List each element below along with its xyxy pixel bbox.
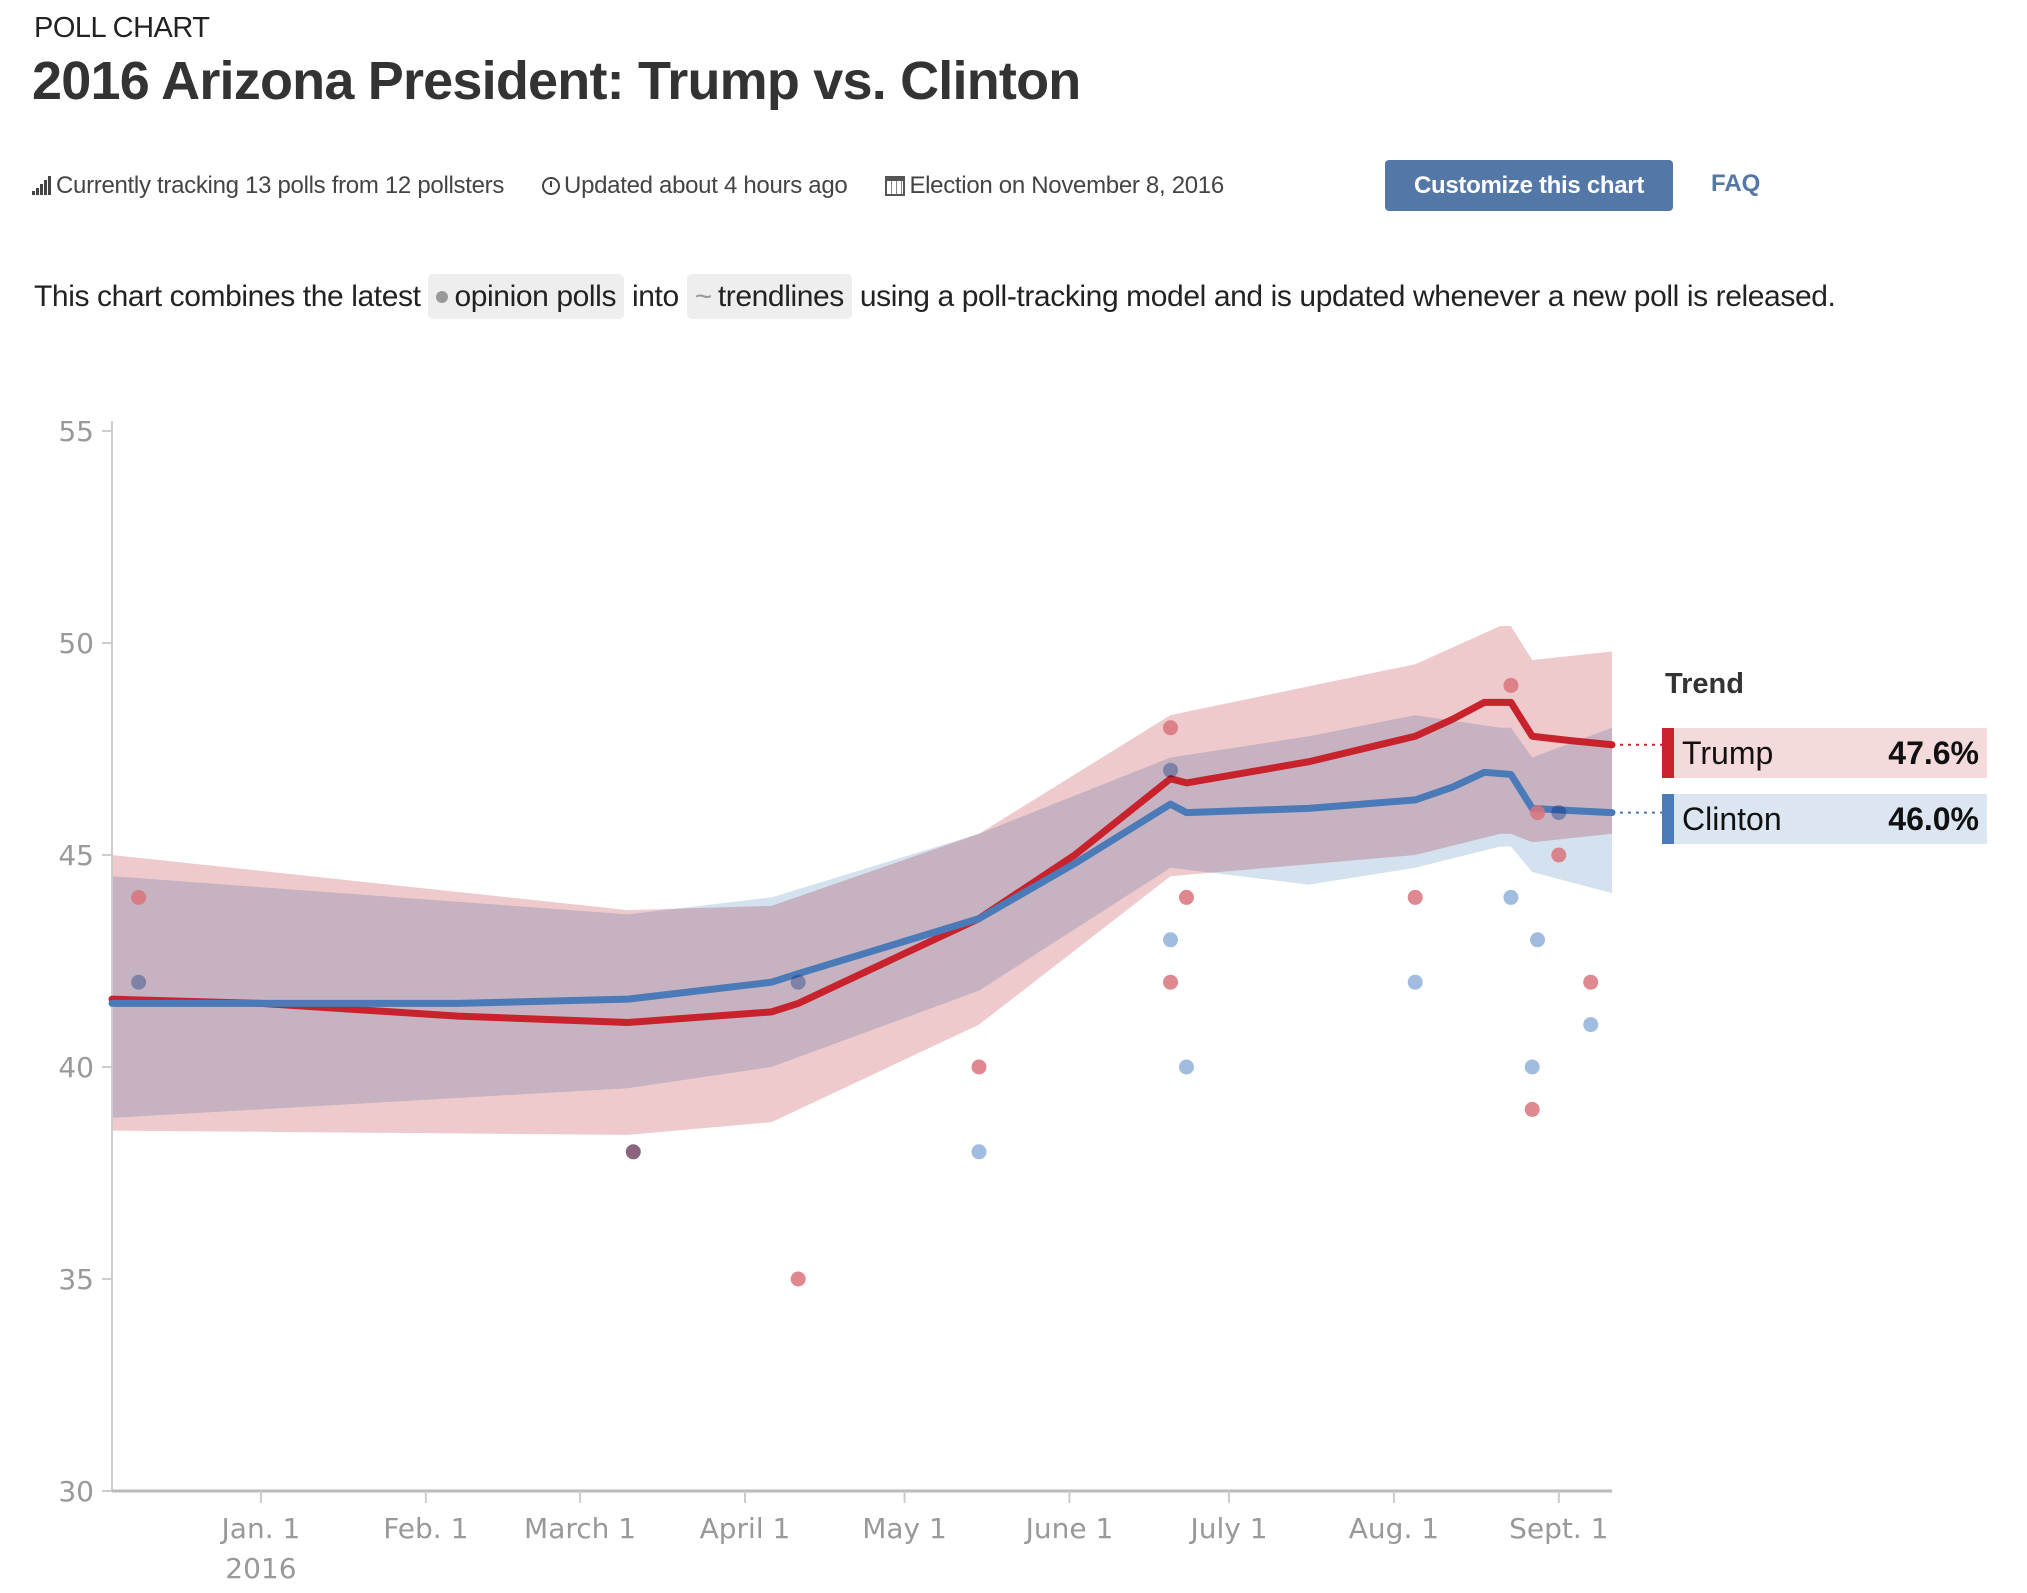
meta-bar: Currently tracking 13 polls from 12 poll…: [32, 160, 1262, 211]
poll-dot-clinton: [131, 974, 147, 990]
trump-swatch: [1662, 728, 1674, 778]
poll-dot-trump: [1551, 847, 1567, 863]
trendlines-label: trendlines: [717, 280, 844, 313]
poll-dot-trump: [1503, 677, 1519, 693]
updated-info: Updated about 4 hours ago: [542, 171, 848, 200]
poll-dot-clinton: [1503, 889, 1519, 905]
clock-icon: [542, 176, 561, 195]
trump-trendline: [108, 698, 1616, 1026]
legend-name: Trump: [1682, 734, 1774, 771]
election-info: Election on November 8, 2016: [885, 171, 1224, 200]
description-text: This chart combines the latest: [34, 280, 429, 313]
y-tick-label: 55: [58, 415, 94, 448]
description-text: using a poll-tracking model and is updat…: [851, 280, 1836, 313]
legend-title: Trend: [1665, 668, 1744, 700]
updated-text: Updated about 4 hours ago: [564, 171, 848, 199]
poll-dot-clinton: [1163, 932, 1179, 948]
tracking-text: Currently tracking 13 polls from 12 poll…: [56, 171, 505, 199]
poll-dot-clinton: [1583, 1017, 1599, 1033]
y-tick-label: 45: [58, 839, 94, 872]
axes: 30 35 40 45 50 55 Jan. 1 2016 Feb. 1 March 1 April…: [58, 415, 1612, 1585]
x-tick-label: Sept. 1: [1509, 1512, 1608, 1545]
election-text: Election on November 8, 2016: [909, 171, 1224, 199]
tracking-info: Currently tracking 13 polls from 12 poll…: [32, 172, 504, 200]
x-tick-label: Aug. 1: [1349, 1512, 1439, 1545]
x-tick-label: June 1: [1024, 1512, 1114, 1545]
page-kicker: POLL CHART: [34, 12, 210, 44]
poll-dot-trump: [1583, 974, 1599, 990]
legend-value: 46.0%: [1888, 800, 1979, 837]
trendlines-chip[interactable]: ~ trendlines: [686, 274, 852, 319]
x-tick-label: March 1: [524, 1512, 636, 1545]
x-tick-label: Jan. 1: [220, 1512, 301, 1545]
x-tick-label: July 1: [1188, 1512, 1267, 1545]
trendline-icon: ~: [694, 280, 713, 313]
clinton-swatch: [1662, 794, 1674, 844]
legend-item-trump[interactable]: Trump 47.6%: [1662, 728, 1987, 778]
legend-item-clinton[interactable]: Clinton 46.0%: [1662, 794, 1987, 844]
poll-dot-clinton: [625, 1144, 641, 1160]
poll-dot-clinton: [1407, 974, 1423, 990]
poll-dot-trump: [131, 889, 147, 905]
legend-connectors: [1612, 743, 1662, 814]
opinion-polls-chip[interactable]: opinion polls: [428, 274, 625, 319]
poll-dot-trump: [971, 1059, 987, 1075]
confidence-bands: [112, 626, 1612, 1135]
y-tick-label: 30: [58, 1475, 94, 1508]
x-tick-label: May 1: [862, 1512, 947, 1545]
description-text: into: [624, 280, 687, 313]
poll-dot-clinton: [790, 974, 806, 990]
poll-dots: [131, 677, 1599, 1287]
legend-name: Clinton: [1682, 800, 1782, 837]
faq-link[interactable]: FAQ: [1711, 170, 1761, 197]
poll-dot-clinton: [1163, 762, 1179, 778]
poll-dot-trump: [790, 1271, 806, 1287]
poll-dot-trump: [1530, 805, 1546, 821]
x-tick-sublabel: 2016: [225, 1552, 296, 1585]
page-title: 2016 Arizona President: Trump vs. Clinto…: [32, 51, 1081, 111]
trendlines: [108, 698, 1616, 1026]
poll-dot-trump: [1163, 720, 1179, 736]
y-tick-label: 35: [58, 1263, 94, 1296]
poll-dot-trump: [1407, 889, 1423, 905]
poll-dot-trump: [1178, 889, 1194, 905]
poll-dot-clinton: [971, 1144, 987, 1160]
customize-chart-button[interactable]: Customize this chart: [1385, 160, 1673, 211]
legend-value: 47.6%: [1888, 734, 1979, 771]
y-tick-label: 50: [58, 627, 94, 660]
x-tick-label: April 1: [700, 1512, 791, 1545]
poll-dot-clinton: [1551, 805, 1567, 821]
poll-dot-icon: [436, 291, 449, 303]
poll-dot-clinton: [1530, 932, 1546, 948]
poll-dot-trump: [1524, 1101, 1540, 1117]
poll-chart: 30 35 40 45 50 55 Jan. 1 2016 Feb. 1 March 1 April…: [58, 415, 1662, 1585]
x-tick-label: Feb. 1: [383, 1512, 468, 1545]
y-tick-label: 40: [58, 1051, 94, 1084]
calendar-icon: [885, 175, 906, 196]
chart-description: This chart combines the latest opinion p…: [34, 272, 1964, 322]
poll-dot-clinton: [1524, 1059, 1540, 1075]
opinion-polls-label: opinion polls: [454, 280, 617, 313]
signal-bars-icon: [32, 176, 52, 195]
poll-dot-clinton: [1178, 1059, 1194, 1075]
clinton-trendline: [108, 768, 1616, 1007]
poll-dot-trump: [1163, 974, 1179, 990]
